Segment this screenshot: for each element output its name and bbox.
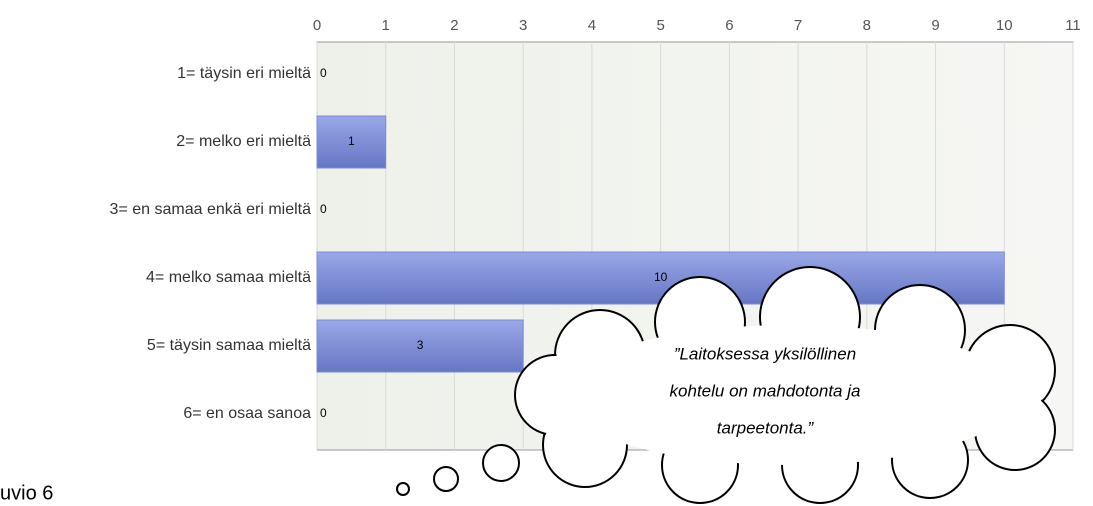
value-label: 0	[320, 202, 327, 216]
thought-bubble	[396, 266, 1056, 504]
x-tick-label: 5	[656, 17, 664, 34]
bar	[316, 319, 524, 373]
value-label: 10	[654, 270, 668, 284]
annotation-line: tarpeetonta.”	[717, 418, 815, 437]
plot: 0 1 2 3 4 5 6 7 8 9 10 111= täysin eri mieltä 02= me…	[110, 17, 1081, 450]
annotation: ”Laitoksessa yksilöllinen kohtelu on mahd…	[670, 344, 861, 437]
value-label: 1	[348, 134, 355, 148]
x-tick-label: 7	[794, 17, 802, 34]
y-tick-label: 4= melko samaa mieltä	[146, 269, 311, 286]
bar	[316, 115, 387, 169]
x-tick-label: 11	[1065, 17, 1081, 34]
x-tick-label: 1	[382, 17, 390, 34]
x-tick-label: 4	[588, 17, 596, 34]
y-tick-label: 3= en samaa enkä eri mieltä	[110, 201, 312, 218]
y-tick-label: 6= en osaa sanoa	[183, 405, 311, 422]
annotation-line: ”Laitoksessa yksilöllinen	[674, 344, 856, 363]
x-tick-label: 8	[863, 17, 871, 34]
y-tick-label: 2= melko eri mieltä	[176, 133, 311, 150]
y-tick-label: 1= täysin eri mieltä	[177, 65, 311, 82]
y-tick-label: 5= täysin samaa mieltä	[147, 337, 311, 354]
x-tick-label: 3	[519, 17, 527, 34]
value-label: 0	[320, 406, 327, 420]
annotation-line: kohtelu on mahdotonta ja	[670, 381, 861, 400]
x-tick-label: 0	[313, 17, 321, 34]
bar	[316, 251, 1005, 305]
caption: uvio 6	[0, 482, 53, 504]
x-tick-label: 2	[450, 17, 458, 34]
value-label: 0	[320, 66, 327, 80]
x-tick-label: 6	[725, 17, 733, 34]
value-label: 3	[417, 338, 424, 352]
x-tick-label: 10	[996, 17, 1013, 34]
x-tick-label: 9	[931, 17, 939, 34]
